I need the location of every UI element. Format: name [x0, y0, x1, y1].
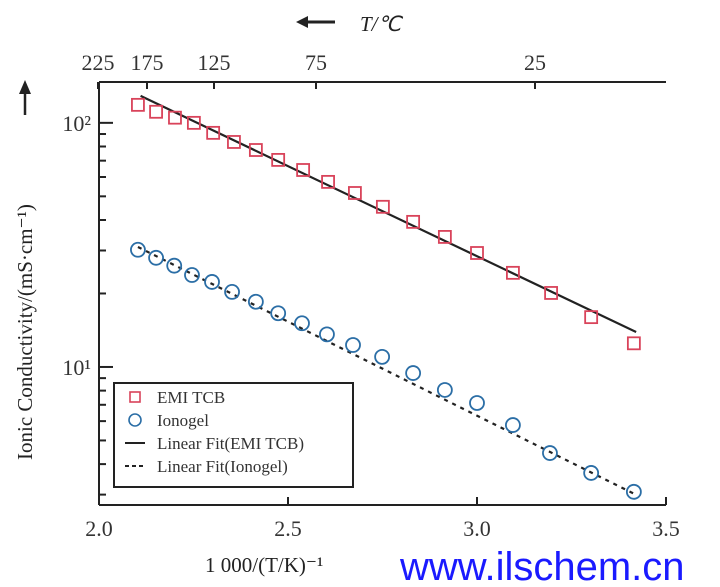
data-point-square: [406, 214, 421, 229]
top-tick-label: 75: [305, 50, 327, 75]
data-point-circle: [148, 249, 164, 266]
data-point-square: [506, 265, 520, 280]
data-point-circle: [204, 274, 220, 290]
y-tick-label: 10²: [62, 111, 91, 136]
data-point-square: [296, 163, 311, 177]
top-axis-label: T/℃: [360, 12, 404, 36]
data-point-circle: [505, 417, 521, 433]
data-point-square: [149, 104, 163, 119]
data-point-circle: [625, 483, 642, 500]
data-point-circle: [247, 293, 264, 310]
data-point-square: [375, 199, 390, 214]
legend-label: Linear Fit(Ionogel): [157, 457, 288, 476]
fit-line: [137, 246, 637, 496]
data-point-square: [584, 310, 599, 325]
data-marks: [130, 94, 642, 500]
data-point-circle: [294, 315, 310, 332]
data-point-square: [186, 115, 201, 130]
top-tick-label: 175: [131, 50, 164, 75]
axes: 2.0 2.5 3.0 3.5 225 175 125 75 25 10² 10¹: [62, 50, 679, 541]
data-point-circle: [184, 267, 200, 283]
data-point-square: [248, 143, 263, 157]
data-point-square: [206, 125, 221, 140]
left-arrow-head-icon: [296, 16, 308, 28]
data-point-square: [131, 97, 145, 112]
legend: EMI TCB Ionogel Linear Fit(EMI TCB) Linear …: [113, 382, 354, 488]
data-point-circle: [405, 365, 422, 381]
top-axis-title: T/℃: [296, 12, 404, 36]
top-tick-label: 125: [198, 50, 231, 75]
data-point-circle: [374, 348, 391, 365]
x-tick-label: 2.5: [274, 516, 302, 541]
data-point-circle: [542, 445, 558, 461]
top-tick-label: 225: [82, 50, 115, 75]
watermark: www.ilschem.cn: [399, 545, 685, 587]
x-axis-label: 1 000/(T/K)⁻¹: [205, 553, 323, 577]
data-point-square: [227, 135, 241, 149]
x-tick-label: 3.5: [652, 516, 680, 541]
data-point-square: [348, 186, 362, 200]
top-tick-label: 25: [524, 50, 546, 75]
y-axis-title: Ionic Conductivity/(mS·cm⁻¹): [13, 80, 37, 460]
data-point-square: [437, 230, 452, 244]
data-point-circle: [224, 284, 240, 300]
data-point-circle: [436, 382, 453, 398]
legend-label: Ionogel: [157, 411, 209, 430]
data-point-circle: [319, 326, 335, 343]
data-point-square: [470, 246, 484, 260]
data-point-circle: [469, 395, 485, 411]
legend-square-icon: [129, 391, 141, 403]
legend-label: Linear Fit(EMI TCB): [157, 434, 304, 453]
data-point-circle: [270, 305, 287, 322]
data-point-circle: [166, 257, 183, 274]
data-point-square: [544, 286, 558, 300]
y-tick-label: 10¹: [62, 355, 91, 380]
legend-label: EMI TCB: [157, 388, 225, 407]
data-point-square: [168, 110, 182, 125]
data-point-circle: [130, 241, 146, 258]
data-point-square: [626, 336, 641, 351]
data-point-square: [271, 153, 286, 167]
x-tick-label: 2.0: [85, 516, 113, 541]
fit-line: [140, 94, 637, 334]
x-tick-label: 3.0: [463, 516, 491, 541]
legend-circle-icon: [128, 413, 142, 427]
data-point-circle: [583, 465, 600, 481]
y-axis-label: Ionic Conductivity/(mS·cm⁻¹): [13, 204, 37, 460]
data-point-circle: [345, 337, 361, 353]
up-arrow-head-icon: [19, 80, 31, 94]
data-point-square: [321, 174, 335, 189]
